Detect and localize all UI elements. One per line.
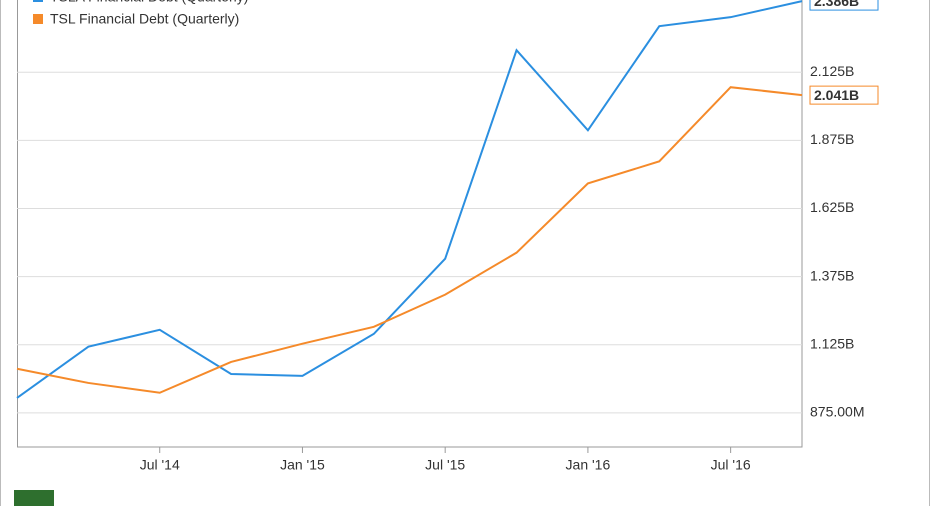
marks [16, 0, 803, 414]
series-line [16, 86, 803, 394]
value-label: 2.041B [814, 87, 859, 103]
series-line [16, 0, 803, 399]
y-tick-label: 1.875B [810, 131, 854, 147]
logo [14, 490, 54, 506]
y-tick-label: 1.625B [810, 199, 854, 215]
legend-label: TSLA Financial Debt (Quarterly) [50, 0, 248, 5]
legend-swatch [33, 0, 43, 2]
x-tick-label: Jul '15 [425, 457, 465, 473]
y-tick-label: 1.375B [810, 267, 854, 283]
y-tick-label: 875.00M [810, 404, 864, 420]
legend-label: TSL Financial Debt (Quarterly) [50, 11, 239, 27]
value-label-box [809, 85, 879, 105]
legend-swatch [33, 14, 43, 24]
plot-area [17, 0, 803, 448]
x-tick-label: Jan '16 [566, 457, 611, 473]
x-tick-label: Jul '14 [140, 457, 180, 473]
legend-box [19, 0, 344, 40]
value-label-box [809, 0, 879, 11]
y-tick-label: 1.125B [810, 335, 854, 351]
x-tick-label: Jul '16 [711, 457, 751, 473]
x-tick-label: Jan '15 [280, 457, 325, 473]
value-label: 2.386B [814, 0, 859, 9]
y-tick-label: 2.125B [810, 63, 854, 79]
